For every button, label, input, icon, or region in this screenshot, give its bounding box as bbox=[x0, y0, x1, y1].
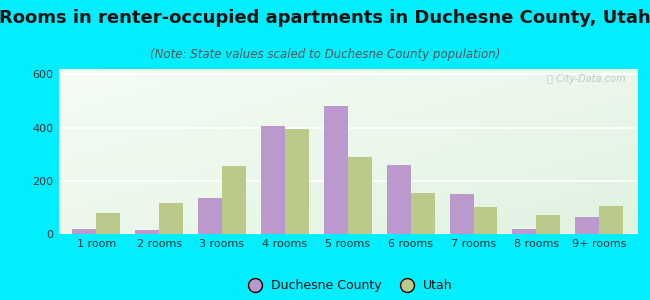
Bar bbox=[285, 129, 309, 234]
Bar bbox=[450, 194, 473, 234]
Bar bbox=[348, 157, 372, 234]
Bar bbox=[473, 207, 497, 234]
Text: (Note: State values scaled to Duchesne County population): (Note: State values scaled to Duchesne C… bbox=[150, 48, 500, 61]
Bar bbox=[72, 229, 96, 234]
Bar bbox=[96, 213, 120, 234]
Bar bbox=[411, 193, 435, 234]
Text: ⓘ City-Data.com: ⓘ City-Data.com bbox=[547, 74, 625, 84]
Legend: Duchesne County, Utah: Duchesne County, Utah bbox=[238, 274, 458, 297]
Bar bbox=[261, 126, 285, 234]
Bar bbox=[536, 215, 560, 234]
Bar bbox=[222, 166, 246, 234]
Bar bbox=[512, 229, 536, 234]
Bar bbox=[159, 203, 183, 234]
Bar bbox=[135, 230, 159, 234]
Bar bbox=[198, 198, 222, 234]
Bar bbox=[387, 165, 411, 234]
Text: Rooms in renter-occupied apartments in Duchesne County, Utah: Rooms in renter-occupied apartments in D… bbox=[0, 9, 650, 27]
Bar bbox=[575, 217, 599, 234]
Bar bbox=[324, 106, 348, 234]
Bar bbox=[599, 206, 623, 234]
